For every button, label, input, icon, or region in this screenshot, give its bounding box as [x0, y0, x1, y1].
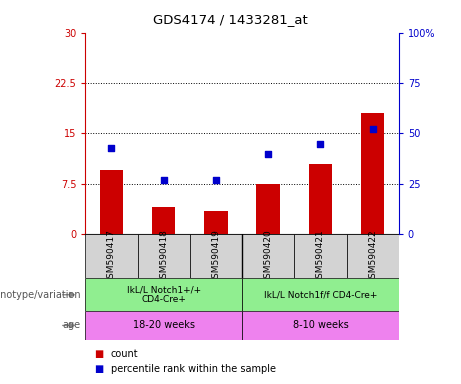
Text: 18-20 weeks: 18-20 weeks: [133, 320, 195, 331]
Text: GDS4174 / 1433281_at: GDS4174 / 1433281_at: [153, 13, 308, 26]
Text: ■: ■: [95, 364, 104, 374]
Bar: [361, 113, 384, 234]
Point: [265, 151, 272, 157]
Point: [108, 144, 115, 151]
Bar: [308, 164, 332, 234]
Point: [212, 177, 219, 183]
Text: percentile rank within the sample: percentile rank within the sample: [111, 364, 276, 374]
Text: GSM590421: GSM590421: [316, 229, 325, 284]
Bar: [242, 311, 399, 340]
Point: [369, 126, 376, 132]
Text: ■: ■: [95, 349, 104, 359]
Bar: [85, 234, 137, 278]
Bar: [256, 184, 280, 234]
Text: GSM590422: GSM590422: [368, 229, 377, 284]
Text: IkL/L Notch1+/+
CD4-Cre+: IkL/L Notch1+/+ CD4-Cre+: [127, 285, 201, 305]
Bar: [85, 278, 242, 311]
Text: IkL/L Notch1f/f CD4-Cre+: IkL/L Notch1f/f CD4-Cre+: [264, 290, 377, 299]
Bar: [85, 311, 242, 340]
Text: age: age: [63, 320, 81, 331]
Bar: [137, 234, 190, 278]
Text: count: count: [111, 349, 138, 359]
Text: genotype/variation: genotype/variation: [0, 290, 81, 300]
Bar: [204, 211, 228, 234]
Bar: [294, 234, 347, 278]
Point: [317, 141, 324, 147]
Text: GSM590417: GSM590417: [107, 229, 116, 284]
Text: GSM590418: GSM590418: [159, 229, 168, 284]
Bar: [190, 234, 242, 278]
Bar: [152, 207, 175, 234]
Text: GSM590419: GSM590419: [212, 229, 220, 284]
Bar: [242, 278, 399, 311]
Bar: [100, 170, 123, 234]
Text: GSM590420: GSM590420: [264, 229, 272, 284]
Bar: [242, 234, 294, 278]
Point: [160, 177, 167, 183]
Bar: [347, 234, 399, 278]
Text: 8-10 weeks: 8-10 weeks: [293, 320, 348, 331]
